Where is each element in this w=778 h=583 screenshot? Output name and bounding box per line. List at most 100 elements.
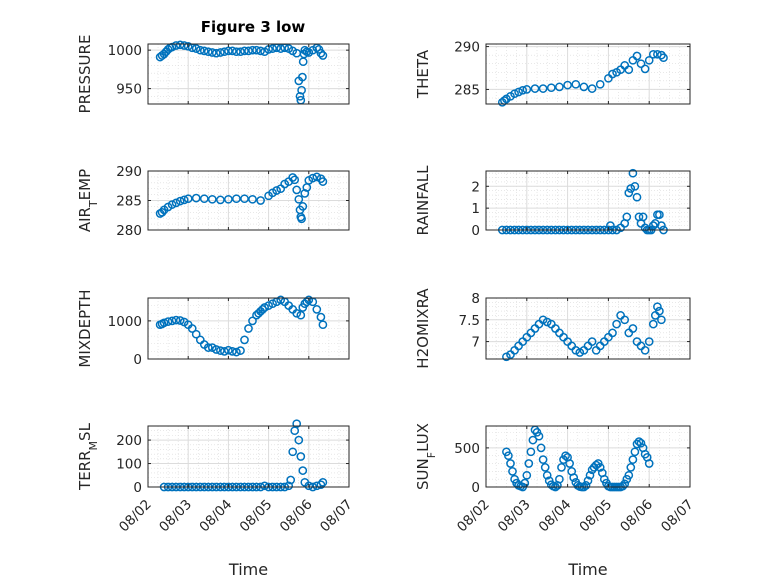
data-point bbox=[632, 192, 642, 202]
data-point bbox=[216, 195, 225, 205]
data-point bbox=[316, 48, 326, 58]
data-point bbox=[240, 46, 249, 56]
data-point bbox=[298, 72, 307, 82]
data-point bbox=[630, 181, 640, 191]
panel-air_temp: 280 285 290 AIRTEMP bbox=[76, 164, 350, 239]
data-point bbox=[220, 347, 229, 356]
x-tick-label: 08/06 bbox=[277, 497, 316, 536]
data-point bbox=[318, 51, 328, 60]
y-tick-label: 285 bbox=[116, 194, 142, 210]
y-axis-label: AIRTEMP bbox=[76, 169, 100, 232]
x-tick-label: 08/06 bbox=[617, 497, 656, 536]
data-point bbox=[224, 194, 233, 204]
data-point bbox=[595, 463, 605, 472]
data-point bbox=[207, 194, 217, 204]
data-point bbox=[171, 315, 181, 325]
data-point bbox=[248, 316, 257, 326]
data-point bbox=[292, 419, 302, 429]
data-point bbox=[318, 177, 328, 186]
data-point bbox=[308, 173, 318, 183]
x-tick-label: 08/03 bbox=[495, 497, 534, 536]
data-point bbox=[524, 459, 534, 468]
data-point bbox=[624, 470, 634, 480]
data-point bbox=[557, 463, 566, 472]
data-point bbox=[199, 46, 209, 56]
x-axis-label: Time bbox=[228, 560, 268, 579]
panel-terr_msl: 0 100 200 08/02 08/03 08/04 08/05 08/06 08/07 Tim… bbox=[76, 419, 356, 579]
data-point bbox=[240, 335, 249, 345]
data-point bbox=[171, 198, 181, 208]
data-point bbox=[191, 44, 201, 53]
data-point bbox=[211, 345, 221, 354]
data-point bbox=[236, 346, 245, 355]
data-point bbox=[318, 320, 328, 330]
y-axis-label: PRESSURE bbox=[76, 35, 94, 114]
data-point bbox=[595, 79, 605, 89]
data-point bbox=[244, 46, 253, 56]
data-point bbox=[290, 175, 300, 185]
y-tick-label: 290 bbox=[454, 40, 480, 56]
data-point bbox=[191, 329, 201, 339]
data-point bbox=[157, 207, 167, 217]
data-point bbox=[608, 328, 617, 338]
y-tick-label: 0 bbox=[471, 223, 480, 239]
data-point bbox=[624, 188, 634, 198]
data-point bbox=[316, 480, 326, 490]
data-point bbox=[248, 45, 257, 55]
x-tick-label: 08/03 bbox=[156, 497, 195, 536]
x-tick-label: 08/07 bbox=[658, 497, 697, 536]
data-point bbox=[536, 443, 546, 453]
data-point bbox=[587, 337, 597, 346]
data-point bbox=[175, 316, 185, 325]
data-point bbox=[292, 185, 302, 195]
data-point bbox=[228, 347, 237, 356]
data-point bbox=[296, 310, 306, 320]
figure-title: Figure 3 low bbox=[201, 18, 306, 36]
data-point bbox=[298, 202, 308, 211]
data-point bbox=[636, 59, 646, 69]
y-tick-label: 290 bbox=[116, 164, 142, 180]
data-point bbox=[244, 324, 253, 333]
data-point bbox=[187, 324, 197, 333]
data-point bbox=[240, 194, 249, 204]
data-point bbox=[563, 80, 572, 90]
data-point bbox=[640, 64, 650, 74]
data-point bbox=[248, 194, 257, 204]
x-tick-label: 08/05 bbox=[576, 497, 615, 536]
data-point bbox=[294, 194, 304, 204]
data-point bbox=[232, 347, 241, 357]
data-point bbox=[571, 79, 581, 89]
y-tick-label: 280 bbox=[116, 223, 142, 239]
x-axis-label: Time bbox=[567, 560, 607, 579]
data-point bbox=[316, 312, 326, 322]
axes-box bbox=[485, 43, 691, 105]
data-point bbox=[618, 481, 628, 491]
data-point bbox=[216, 48, 225, 57]
panel-h2omixra: 7 7.5 8 H2OMIXRA bbox=[414, 288, 691, 369]
data-point bbox=[644, 459, 654, 468]
data-point bbox=[216, 346, 225, 355]
axes-box bbox=[147, 43, 350, 105]
data-point bbox=[538, 84, 548, 93]
data-point bbox=[534, 431, 544, 441]
data-point bbox=[171, 41, 181, 50]
y-tick-label: 0 bbox=[471, 480, 480, 496]
data-point bbox=[581, 481, 591, 490]
data-point bbox=[232, 194, 241, 204]
panel-sun_flux: 0 500 08/02 08/03 08/04 08/05 08/06 08/07 Time SU… bbox=[414, 423, 697, 579]
data-point bbox=[640, 345, 650, 355]
data-point bbox=[587, 84, 597, 93]
data-point bbox=[199, 194, 209, 204]
data-point bbox=[236, 47, 245, 57]
data-point bbox=[298, 466, 308, 475]
x-tick-label: 08/02 bbox=[454, 497, 493, 536]
y-axis-label: H2OMIXRA bbox=[414, 288, 432, 369]
data-point bbox=[644, 337, 654, 346]
x-tick-label: 08/05 bbox=[237, 497, 276, 536]
data-point bbox=[297, 214, 306, 224]
data-point bbox=[288, 447, 298, 457]
data-point bbox=[183, 194, 193, 204]
data-point bbox=[632, 51, 642, 61]
data-point bbox=[203, 343, 213, 352]
